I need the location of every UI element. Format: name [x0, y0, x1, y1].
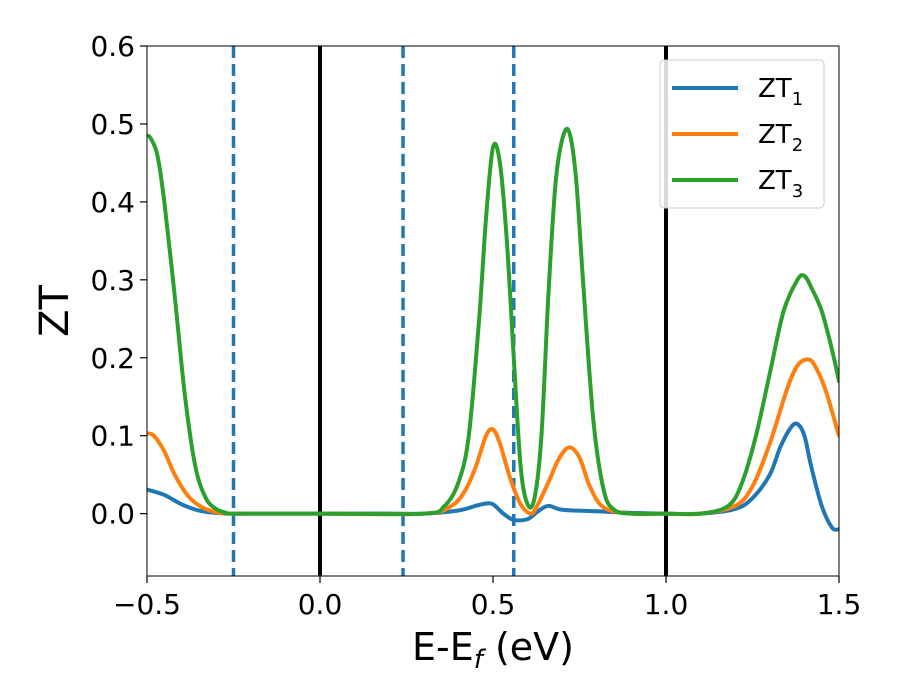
- y-axis-label: ZT: [32, 285, 78, 337]
- y-tick-label: 0.0: [90, 498, 135, 531]
- y-tick-label: 0.6: [90, 30, 135, 63]
- series-line-zt3: [147, 126, 839, 517]
- x-tick-label: 0.0: [298, 588, 343, 621]
- y-tick-label: 0.3: [90, 264, 135, 297]
- x-axis-label-unit: (eV): [483, 625, 574, 669]
- x-tick-label: 1.0: [644, 588, 689, 621]
- y-tick-label: 0.2: [90, 342, 135, 375]
- series-line-zt2: [147, 357, 839, 517]
- x-axis-label: E-Ef (eV): [412, 625, 574, 675]
- legend-label-zt1: ZT1: [758, 74, 803, 110]
- legend: ZT1 ZT2 ZT3: [659, 59, 825, 209]
- y-axis-ticks: 0.0 0.1 0.2 0.3 0.4 0.5 0.6: [90, 30, 147, 531]
- legend-box: [659, 59, 825, 209]
- legend-label-zt3: ZT3: [758, 166, 803, 202]
- x-tick-label: 1.5: [817, 588, 862, 621]
- x-tick-label: 0.5: [471, 588, 516, 621]
- y-tick-label: 0.1: [90, 420, 135, 453]
- series-lines: [147, 126, 839, 532]
- x-axis-label-main: E-E: [412, 625, 474, 669]
- legend-label-zt2: ZT2: [758, 120, 803, 156]
- x-axis-ticks: −0.5 0.0 0.5 1.0 1.5: [113, 576, 861, 621]
- y-tick-label: 0.5: [90, 108, 135, 141]
- x-tick-label: −0.5: [113, 588, 181, 621]
- y-tick-label: 0.4: [90, 186, 135, 219]
